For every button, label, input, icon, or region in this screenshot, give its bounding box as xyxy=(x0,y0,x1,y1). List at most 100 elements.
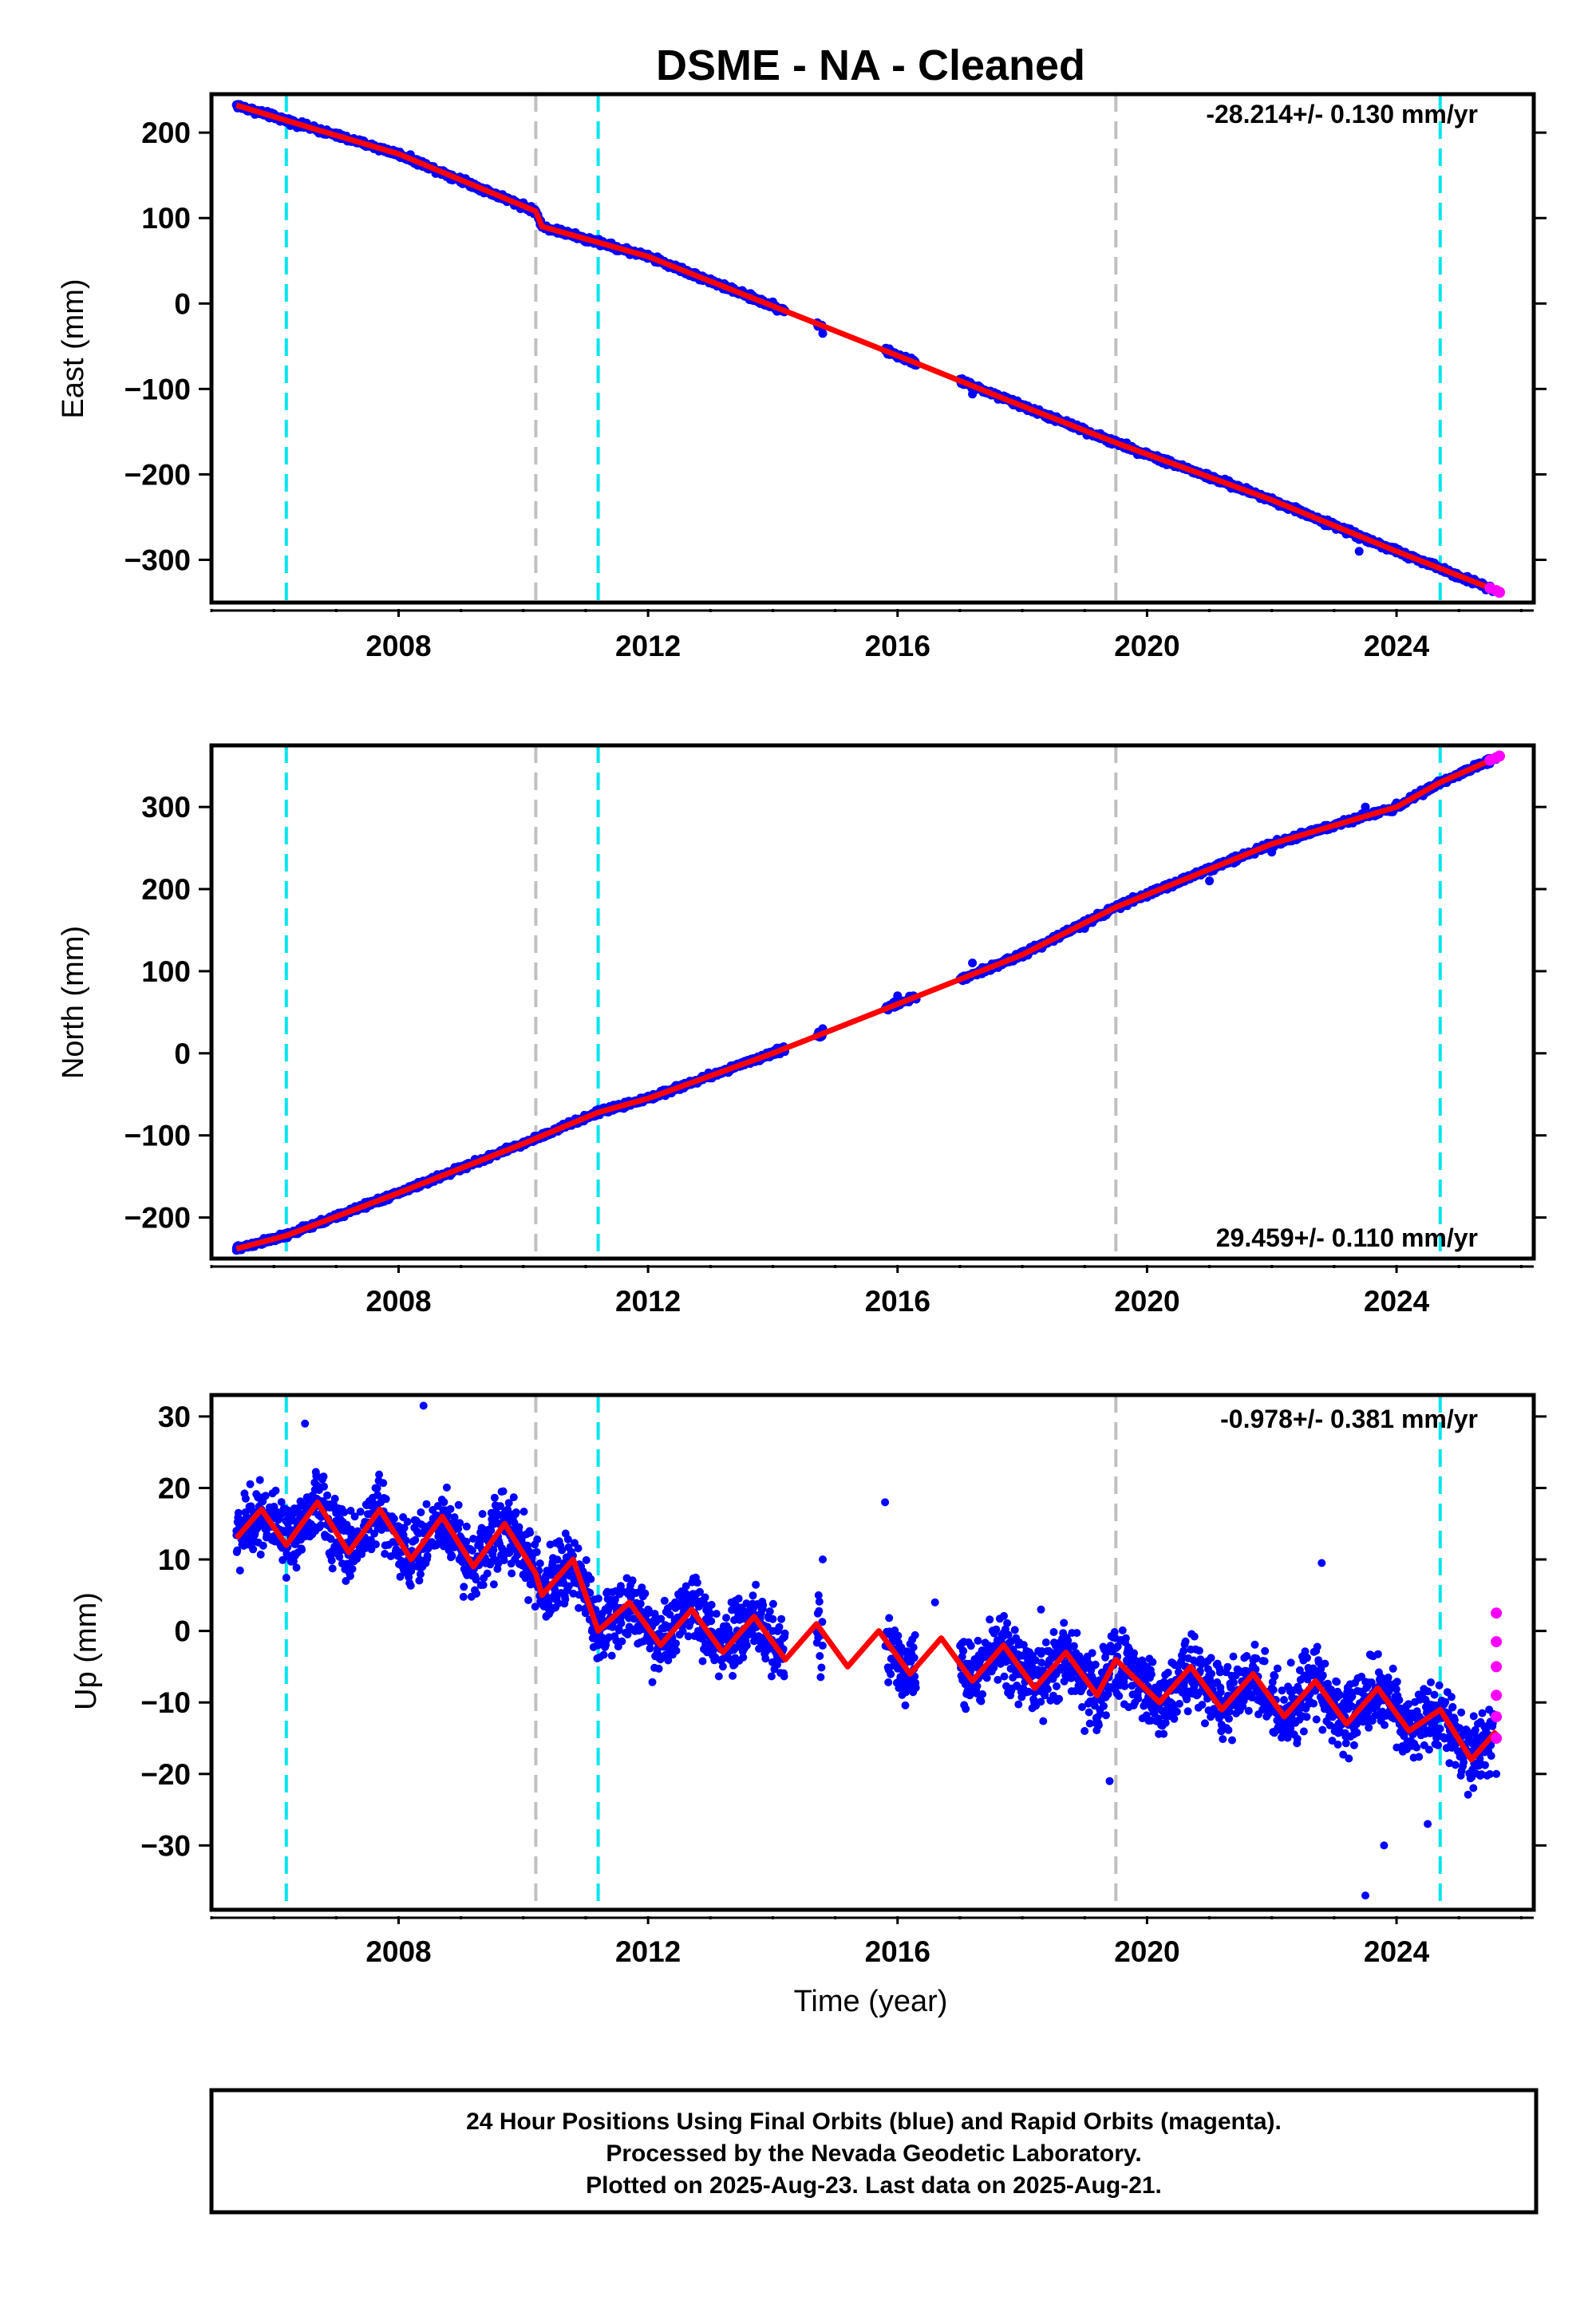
up-final-orbit-point xyxy=(416,1570,425,1579)
east-final-orbit-point xyxy=(968,389,978,399)
up-final-orbit-point xyxy=(406,1581,415,1590)
up-final-orbit-point xyxy=(422,1500,431,1508)
east-rapid-orbit-point xyxy=(1494,587,1505,599)
up-final-orbit-point xyxy=(479,1581,488,1589)
up-final-orbit-point xyxy=(533,1535,542,1543)
up-final-orbit-point xyxy=(442,1483,451,1492)
up-final-orbit-point xyxy=(504,1499,513,1508)
north-y-axis-label: North (mm) xyxy=(57,926,90,1079)
up-final-orbit-point xyxy=(346,1571,354,1580)
up-final-orbit-point xyxy=(512,1508,520,1516)
up-final-orbit-point xyxy=(532,1547,541,1556)
up-final-orbit-point xyxy=(526,1528,535,1537)
north-final-orbit-point xyxy=(893,991,903,1001)
up-final-orbit-point xyxy=(505,1548,514,1557)
north-y-tick-label: 0 xyxy=(174,1037,191,1070)
up-final-orbit-point xyxy=(519,1508,528,1516)
north-y-tick-label: 200 xyxy=(141,873,191,906)
up-final-orbit-point xyxy=(396,1572,405,1581)
east-y-tick-label: −200 xyxy=(124,458,191,491)
up-final-orbit-point xyxy=(554,1599,563,1608)
north-x-tick-label: 2024 xyxy=(1364,1285,1430,1318)
east-y-tick-label: −100 xyxy=(124,373,191,405)
up-final-orbit-point xyxy=(440,1498,448,1507)
up-final-orbit-point xyxy=(372,1540,380,1549)
up-final-orbit-point xyxy=(233,1546,242,1555)
up-final-orbit-point xyxy=(292,1563,301,1572)
up-final-orbit-point xyxy=(381,1550,389,1558)
east-x-tick-label: 2024 xyxy=(1364,630,1430,662)
north-rapid-orbit-point xyxy=(1494,750,1505,762)
up-final-orbit-point xyxy=(328,1564,337,1573)
up-final-orbit-point xyxy=(489,1546,498,1554)
up-final-orbit-point xyxy=(509,1493,518,1502)
east-y-tick-label: 200 xyxy=(141,117,191,149)
up-final-orbit-point xyxy=(379,1479,388,1488)
north-final-orbit-point xyxy=(1205,876,1215,886)
up-final-orbit-point xyxy=(460,1583,468,1591)
up-final-orbit-point xyxy=(472,1575,480,1584)
up-final-orbit-point xyxy=(373,1484,381,1492)
up-final-orbit-point xyxy=(487,1526,496,1535)
north-final-orbit-point xyxy=(968,958,978,968)
up-final-orbit-point xyxy=(389,1515,398,1523)
up-final-orbit-point xyxy=(483,1569,492,1578)
up-final-orbit-point xyxy=(513,1551,522,1559)
up-final-orbit-point xyxy=(375,1470,384,1479)
north-model-fit-line xyxy=(235,755,1498,1252)
up-final-orbit-point xyxy=(335,1552,344,1561)
north-plot-content xyxy=(231,745,1505,1259)
up-final-orbit-point xyxy=(553,1555,562,1564)
up-final-orbit-point xyxy=(241,1508,250,1517)
up-final-orbit-points xyxy=(232,1401,1501,1900)
up-final-orbit-point xyxy=(472,1589,480,1598)
up-final-orbit-point xyxy=(249,1545,258,1554)
east-model-fit-line xyxy=(235,102,1498,594)
east-x-tick-label: 2016 xyxy=(865,630,930,662)
up-final-orbit-point xyxy=(515,1523,523,1531)
north-rate-label: 29.459+/- 0.110 mm/yr xyxy=(1216,1223,1478,1252)
up-final-orbit-point xyxy=(535,1559,544,1567)
up-final-orbit-point xyxy=(405,1573,413,1582)
up-final-orbit-point xyxy=(346,1507,355,1515)
up-final-orbit-point xyxy=(456,1519,464,1528)
north-y-tick-label: −100 xyxy=(124,1120,191,1152)
up-final-orbit-point xyxy=(386,1552,395,1560)
up-final-orbit-point xyxy=(415,1576,424,1585)
up-final-orbit-point xyxy=(256,1550,265,1559)
up-final-orbit-point xyxy=(450,1513,459,1522)
up-final-orbit-point xyxy=(277,1498,286,1507)
east-rate-label: -28.214+/- 0.130 mm/yr xyxy=(1206,100,1478,128)
east-final-orbit-point xyxy=(1354,547,1364,556)
north-x-tick-label: 2016 xyxy=(865,1285,930,1318)
up-final-orbit-point xyxy=(561,1595,570,1603)
up-final-orbit-point xyxy=(459,1592,468,1601)
up-final-orbit-point xyxy=(235,1566,244,1575)
north-y-tick-label: 100 xyxy=(141,955,191,988)
north-x-tick-label: 2020 xyxy=(1114,1285,1179,1318)
east-y-tick-label: 0 xyxy=(174,287,191,320)
north-x-tick-label: 2008 xyxy=(365,1285,431,1318)
east-y-axis-label: East (mm) xyxy=(57,279,90,418)
up-final-orbit-point xyxy=(478,1510,487,1518)
east-y-tick-label: −300 xyxy=(124,543,191,576)
up-final-orbit-point xyxy=(261,1492,270,1500)
east-y-tick-label: 100 xyxy=(141,202,191,235)
up-final-orbit-point xyxy=(298,1545,306,1554)
up-final-orbit-point xyxy=(508,1569,516,1578)
up-final-orbit-point xyxy=(401,1536,410,1545)
up-final-orbit-point xyxy=(326,1535,335,1543)
east-rapid-orbit-points xyxy=(1484,582,1505,599)
up-final-orbit-point xyxy=(454,1500,463,1509)
up-final-orbit-point xyxy=(489,1580,498,1589)
north-rapid-orbit-points xyxy=(1484,750,1505,766)
up-final-orbit-point xyxy=(350,1512,359,1521)
north-y-tick-label: −200 xyxy=(124,1202,191,1235)
up-final-orbit-point xyxy=(323,1491,332,1500)
up-final-orbit-point xyxy=(319,1472,328,1481)
